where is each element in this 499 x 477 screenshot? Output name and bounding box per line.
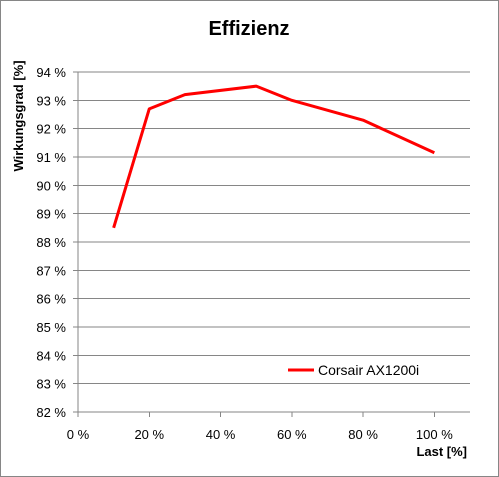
x-tick-label: 40 % [206, 427, 236, 442]
x-tick-label: 0 % [67, 427, 90, 442]
y-tick-label: 89 % [36, 207, 66, 222]
x-axis-title: Last [%] [416, 444, 467, 459]
y-tick-label: 82 % [36, 405, 66, 420]
chart-title: Effizienz [208, 18, 289, 40]
x-tick-label: 80 % [348, 427, 378, 442]
x-tick-label: 60 % [277, 427, 307, 442]
legend: Corsair AX1200i [288, 362, 419, 378]
y-tick-label: 92 % [36, 122, 66, 137]
legend-series-label: Corsair AX1200i [318, 362, 419, 378]
y-axis-title: Wirkungsgrad [%] [11, 60, 26, 171]
y-tick-label: 94 % [36, 65, 66, 80]
x-tick-label: 100 % [416, 427, 453, 442]
y-tick-label: 85 % [36, 320, 66, 335]
x-tick-label: 20 % [134, 427, 164, 442]
y-tick-label: 91 % [36, 150, 66, 165]
y-tick-label: 87 % [36, 263, 66, 278]
y-tick-label: 86 % [36, 292, 66, 307]
y-tick-label: 90 % [36, 178, 66, 193]
y-tick-label: 84 % [36, 348, 66, 363]
y-tick-label: 83 % [36, 377, 66, 392]
y-tick-label: 93 % [36, 93, 66, 108]
series-line [112, 84, 435, 229]
y-tick-label: 88 % [36, 235, 66, 250]
